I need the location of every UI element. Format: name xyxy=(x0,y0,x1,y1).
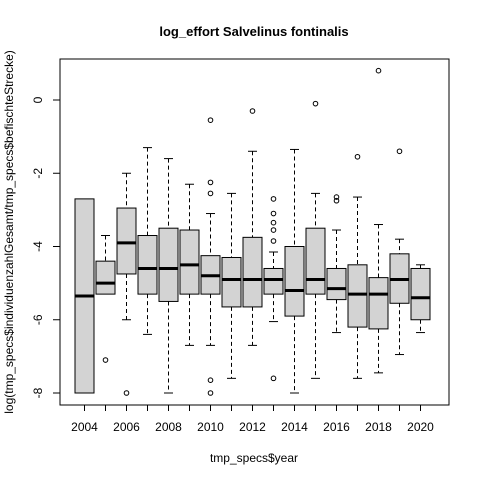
box-2018 xyxy=(368,67,389,374)
y-tick-label: -2 xyxy=(31,168,45,179)
box-2013 xyxy=(263,196,284,382)
outlier-point xyxy=(207,390,214,396)
box-2011 xyxy=(221,192,242,379)
box-2020 xyxy=(410,264,431,334)
box-iqr xyxy=(410,267,431,321)
x-tick-label: 2016 xyxy=(323,420,350,434)
x-tick-label: 2006 xyxy=(113,420,140,434)
outlier-point xyxy=(102,357,109,363)
box-2015 xyxy=(305,100,326,379)
box-iqr xyxy=(368,277,389,330)
box-2004 xyxy=(74,198,95,394)
x-axis-label: tmp_specs$year xyxy=(210,451,298,465)
outlier-point xyxy=(249,108,256,114)
y-axis: 0 -2 -4 -6 -8 xyxy=(31,96,60,398)
box-2009 xyxy=(179,183,200,346)
box-2019 xyxy=(389,148,410,356)
x-tick-label: 2008 xyxy=(155,420,182,434)
y-tick-label: -4 xyxy=(31,241,45,252)
outlier-point xyxy=(375,67,382,74)
x-tick-label: 2010 xyxy=(197,420,224,434)
box-2007 xyxy=(137,147,158,335)
box-iqr xyxy=(179,229,200,295)
x-axis: 2004 2006 2008 2010 2012 2014 2016 2018 2020 xyxy=(71,405,434,434)
outlier-point xyxy=(207,179,214,186)
outlier-point xyxy=(123,390,130,396)
y-tick-label: -8 xyxy=(31,387,45,398)
outlier-point xyxy=(270,196,277,202)
box-2010 xyxy=(200,117,221,396)
box-2017 xyxy=(347,153,368,379)
box-iqr xyxy=(95,260,116,295)
box-2006 xyxy=(116,172,137,396)
box-2008 xyxy=(158,158,179,394)
outlier-point xyxy=(207,117,214,123)
box-iqr xyxy=(263,267,284,295)
box-2005 xyxy=(95,235,116,363)
box-iqr xyxy=(347,264,368,328)
outlier-point xyxy=(270,375,277,382)
outlier-point xyxy=(207,190,214,197)
outlier-point xyxy=(270,227,277,233)
chart-title: log_effort Salvelinus fontinalis xyxy=(159,24,348,39)
box-iqr xyxy=(242,236,263,308)
x-tick-label: 2014 xyxy=(281,420,308,434)
outlier-point xyxy=(312,100,319,107)
outlier-point xyxy=(207,377,214,383)
box-iqr xyxy=(326,267,347,301)
outlier-point xyxy=(270,210,277,217)
plot-frame xyxy=(59,58,450,406)
box-iqr xyxy=(221,256,242,308)
x-tick-label: 2020 xyxy=(407,420,434,434)
x-tick-label: 2012 xyxy=(239,420,266,434)
y-tick-label: 0 xyxy=(31,96,45,103)
outlier-point xyxy=(354,153,361,160)
outlier-point xyxy=(270,219,277,226)
box-iqr xyxy=(158,227,179,302)
outlier-point xyxy=(333,194,340,200)
boxes-group xyxy=(74,67,431,396)
x-tick-label: 2004 xyxy=(71,420,98,434)
outlier-point xyxy=(333,197,340,204)
box-2014 xyxy=(284,148,305,394)
box-iqr xyxy=(116,207,137,275)
y-axis-label: log(tmp_specs$individuenzahlGesamt/tmp_s… xyxy=(2,50,16,414)
y-tick-label: -6 xyxy=(31,314,45,325)
box-iqr xyxy=(305,227,326,295)
box-2012 xyxy=(242,108,263,346)
box-2016 xyxy=(326,194,347,334)
box-iqr xyxy=(137,235,158,295)
outlier-point xyxy=(396,148,403,155)
x-tick-label: 2018 xyxy=(365,420,392,434)
outlier-point xyxy=(270,238,277,244)
box-iqr xyxy=(284,246,305,317)
